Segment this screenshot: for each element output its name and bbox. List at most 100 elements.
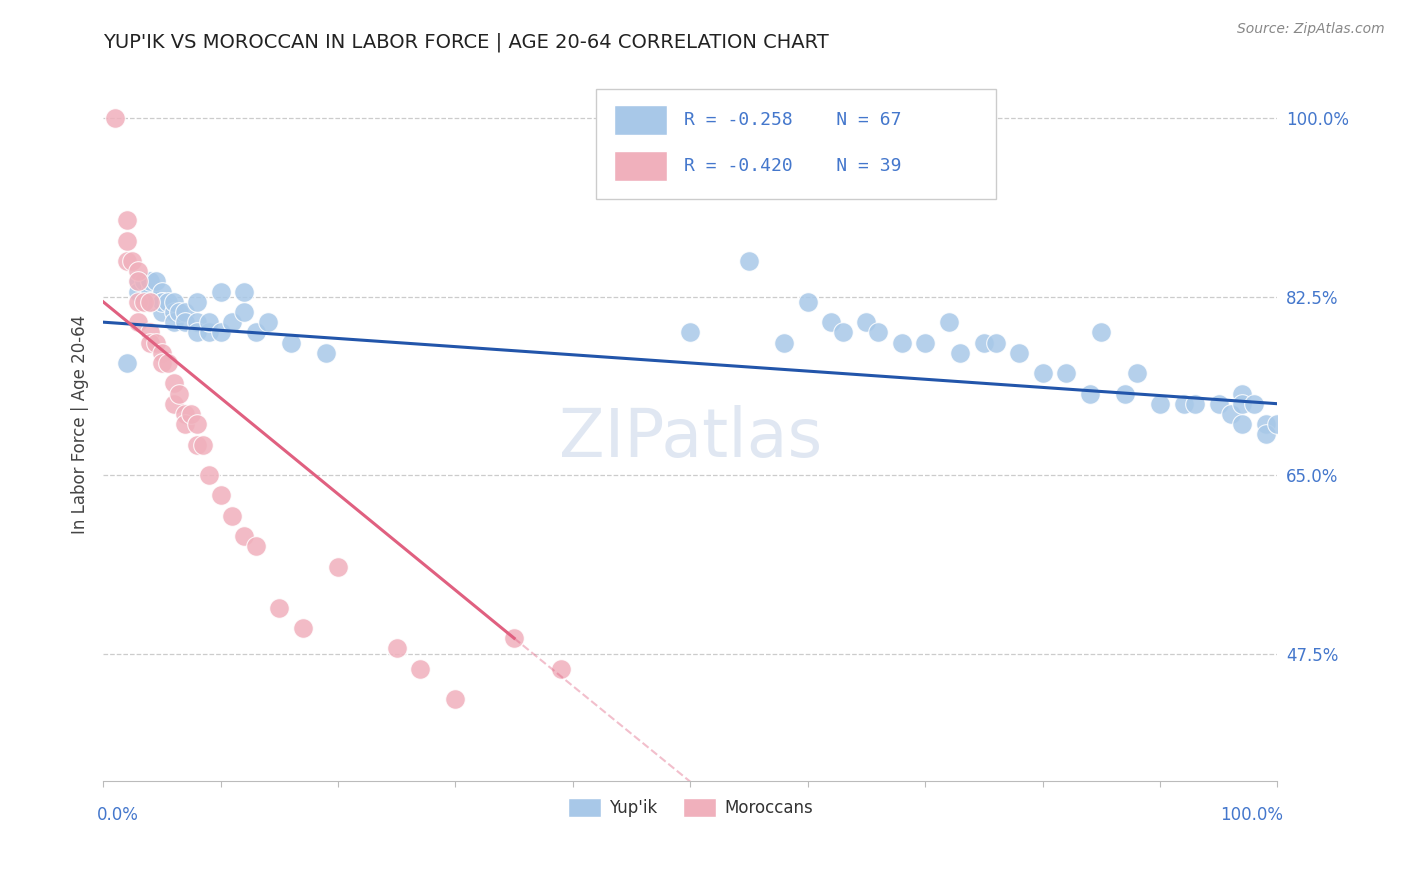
FancyBboxPatch shape <box>614 105 666 135</box>
Point <box>209 326 232 340</box>
Point <box>1267 417 1289 431</box>
Point <box>503 631 526 645</box>
Point <box>174 315 197 329</box>
Point <box>162 397 184 411</box>
Text: 100.0%: 100.0% <box>1220 806 1284 824</box>
Point <box>855 315 877 329</box>
Point <box>169 305 191 319</box>
Point <box>444 692 467 706</box>
Point <box>890 335 912 350</box>
Point <box>169 386 191 401</box>
Point <box>174 407 197 421</box>
Point <box>1254 427 1277 442</box>
Point <box>1208 397 1230 411</box>
Point <box>150 285 173 299</box>
Point <box>269 600 291 615</box>
Text: Source: ZipAtlas.com: Source: ZipAtlas.com <box>1237 22 1385 37</box>
FancyBboxPatch shape <box>596 88 995 199</box>
Point <box>156 356 179 370</box>
Point <box>209 285 232 299</box>
Point <box>139 326 162 340</box>
Point <box>127 315 149 329</box>
Point <box>134 274 156 288</box>
Point <box>233 305 256 319</box>
Point <box>1032 366 1054 380</box>
Legend: Yup'ik, Moroccans: Yup'ik, Moroccans <box>561 791 820 824</box>
Point <box>1254 417 1277 431</box>
Point <box>868 326 890 340</box>
Point <box>796 294 818 309</box>
Point <box>1232 417 1254 431</box>
Point <box>550 662 572 676</box>
Point <box>938 315 960 329</box>
Point <box>127 285 149 299</box>
Point <box>115 254 138 268</box>
Point <box>1008 345 1031 359</box>
Point <box>156 294 179 309</box>
Point <box>1078 386 1101 401</box>
Point <box>150 345 173 359</box>
Point <box>145 274 167 288</box>
Point <box>104 112 127 126</box>
Text: R = -0.258    N = 67: R = -0.258 N = 67 <box>685 112 901 129</box>
Point <box>949 345 972 359</box>
Point <box>162 376 184 391</box>
Point <box>832 326 855 340</box>
Point <box>233 529 256 543</box>
Point <box>145 335 167 350</box>
Point <box>973 335 995 350</box>
Point <box>409 662 432 676</box>
Point <box>773 335 796 350</box>
Point <box>326 559 349 574</box>
Point <box>139 335 162 350</box>
Point <box>127 274 149 288</box>
Point <box>1232 397 1254 411</box>
Point <box>198 468 221 483</box>
Point <box>679 326 702 340</box>
Point <box>162 305 184 319</box>
Y-axis label: In Labor Force | Age 20-64: In Labor Force | Age 20-64 <box>72 315 89 533</box>
Point <box>1173 397 1195 411</box>
Point <box>1114 386 1136 401</box>
Text: R = -0.420    N = 39: R = -0.420 N = 39 <box>685 158 901 176</box>
Point <box>186 315 208 329</box>
Point <box>186 417 208 431</box>
FancyBboxPatch shape <box>614 152 666 181</box>
Point <box>245 540 267 554</box>
Point <box>162 315 184 329</box>
Point <box>180 407 202 421</box>
Point <box>127 294 149 309</box>
Point <box>291 621 314 635</box>
Point <box>174 417 197 431</box>
Text: 0.0%: 0.0% <box>97 806 139 824</box>
Point <box>1243 397 1265 411</box>
Point <box>1149 397 1171 411</box>
Point <box>221 508 243 523</box>
Point <box>914 335 936 350</box>
Point <box>738 254 761 268</box>
Point <box>256 315 278 329</box>
Point <box>1090 326 1112 340</box>
Point <box>134 294 156 309</box>
Point <box>139 274 162 288</box>
Point <box>198 326 221 340</box>
Point <box>198 315 221 329</box>
Point <box>115 356 138 370</box>
Point <box>127 264 149 278</box>
Point <box>1054 366 1077 380</box>
Point <box>115 234 138 248</box>
Point <box>127 274 149 288</box>
Text: YUP'IK VS MOROCCAN IN LABOR FORCE | AGE 20-64 CORRELATION CHART: YUP'IK VS MOROCCAN IN LABOR FORCE | AGE … <box>103 33 830 53</box>
Point <box>209 488 232 502</box>
Point <box>1184 397 1206 411</box>
Point <box>233 285 256 299</box>
Point <box>139 274 162 288</box>
Point <box>150 305 173 319</box>
Point <box>1125 366 1147 380</box>
Point <box>174 305 197 319</box>
Point <box>315 345 337 359</box>
Point <box>150 356 173 370</box>
Point <box>1219 407 1241 421</box>
Point <box>150 294 173 309</box>
Point <box>186 437 208 451</box>
